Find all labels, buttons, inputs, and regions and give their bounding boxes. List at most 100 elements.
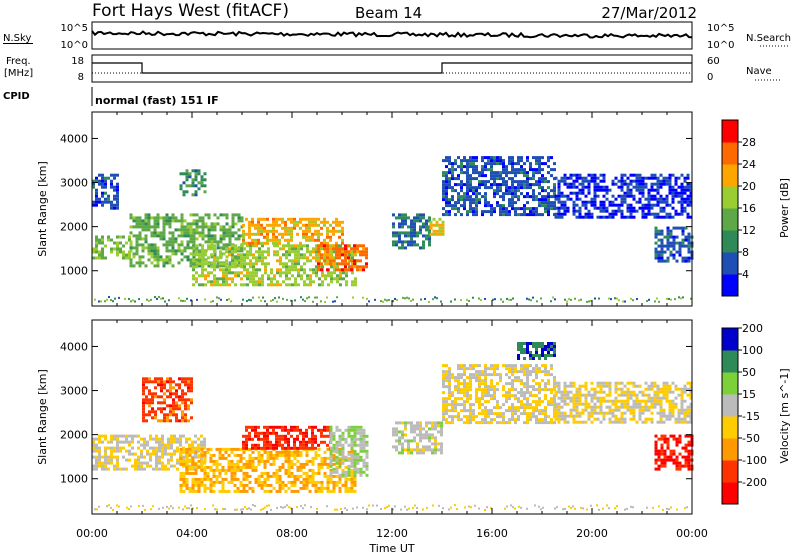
data-cell <box>544 210 547 214</box>
data-cell <box>336 262 339 266</box>
data-cell <box>404 240 407 244</box>
data-cell <box>300 274 303 278</box>
data-cell <box>666 238 670 242</box>
data-cell <box>314 229 317 233</box>
data-cell <box>410 424 413 428</box>
data-cell <box>353 247 356 251</box>
data-cell <box>460 367 463 371</box>
data-cell <box>116 191 119 195</box>
scatter-cell <box>190 299 192 302</box>
data-cell <box>201 247 204 251</box>
data-cell <box>234 222 238 226</box>
data-cell <box>469 409 472 413</box>
data-cell <box>431 442 434 446</box>
data-cell <box>180 258 184 262</box>
data-cell <box>620 405 624 409</box>
noise-left-tick-top: 10^5 <box>61 23 88 34</box>
data-cell <box>332 470 336 474</box>
data-cell <box>448 379 451 383</box>
data-cell <box>231 247 234 251</box>
data-cell <box>251 428 254 432</box>
data-cell <box>273 274 276 278</box>
data-cell <box>98 179 101 183</box>
data-cell <box>472 186 475 190</box>
data-cell <box>671 188 675 192</box>
data-cell <box>312 247 315 251</box>
data-cell <box>671 408 675 412</box>
data-cell <box>173 449 176 453</box>
data-cell <box>222 252 226 256</box>
data-cell <box>344 250 347 254</box>
data-cell <box>442 180 445 184</box>
data-cell <box>339 283 342 287</box>
data-cell <box>517 397 520 401</box>
data-cell <box>227 468 231 472</box>
data-cell <box>341 473 345 477</box>
data-cell <box>662 200 666 204</box>
data-cell <box>179 187 183 191</box>
data-cell <box>147 252 151 256</box>
data-cell <box>350 455 354 459</box>
data-cell <box>520 412 523 416</box>
data-cell <box>138 216 142 220</box>
data-cell <box>151 410 154 414</box>
data-cell <box>463 367 466 371</box>
data-cell <box>147 222 151 226</box>
data-cell <box>200 181 204 185</box>
data-cell <box>297 274 300 278</box>
scatter-cell <box>246 300 248 303</box>
data-cell <box>404 439 407 443</box>
data-cell <box>460 183 463 187</box>
data-cell <box>665 203 669 207</box>
data-cell <box>107 194 110 198</box>
data-cell <box>194 446 197 450</box>
data-cell <box>333 271 336 275</box>
data-cell <box>191 181 195 185</box>
data-cell <box>213 256 216 260</box>
data-cell <box>557 179 561 183</box>
data-cell <box>638 408 642 412</box>
data-cell <box>350 443 354 447</box>
data-cell <box>122 446 125 450</box>
data-cell <box>490 379 493 383</box>
data-cell <box>650 396 654 400</box>
data-cell <box>499 207 502 211</box>
data-cell <box>326 434 329 438</box>
data-cell <box>335 244 338 248</box>
scatter-cell <box>610 298 612 301</box>
data-cell <box>320 428 323 432</box>
data-cell <box>290 474 294 478</box>
data-cell <box>341 229 344 233</box>
data-cell <box>315 256 318 260</box>
data-cell <box>302 431 305 435</box>
data-cell <box>490 210 493 214</box>
data-cell <box>475 391 478 395</box>
data-cell <box>195 231 199 235</box>
data-cell <box>243 274 246 278</box>
data-cell <box>678 250 682 254</box>
data-cell <box>657 256 661 260</box>
data-cell <box>175 419 178 423</box>
data-cell <box>541 213 544 217</box>
data-cell <box>149 452 152 456</box>
data-cell <box>160 386 163 390</box>
data-cell <box>490 382 493 386</box>
data-cell <box>572 191 576 195</box>
data-cell <box>550 348 553 351</box>
data-cell <box>442 403 445 407</box>
data-cell <box>544 418 547 422</box>
data-cell <box>148 404 151 408</box>
data-cell <box>95 247 98 251</box>
data-cell <box>275 241 278 245</box>
data-cell <box>266 446 269 450</box>
data-cell <box>192 234 196 238</box>
data-cell <box>197 181 201 185</box>
data-cell <box>165 261 169 265</box>
scatter-cell <box>614 297 616 300</box>
data-cell <box>185 480 189 484</box>
data-cell <box>632 185 636 189</box>
data-cell <box>502 159 505 163</box>
data-cell <box>302 440 305 444</box>
data-cell <box>425 228 428 232</box>
scatter-cell <box>128 298 130 301</box>
